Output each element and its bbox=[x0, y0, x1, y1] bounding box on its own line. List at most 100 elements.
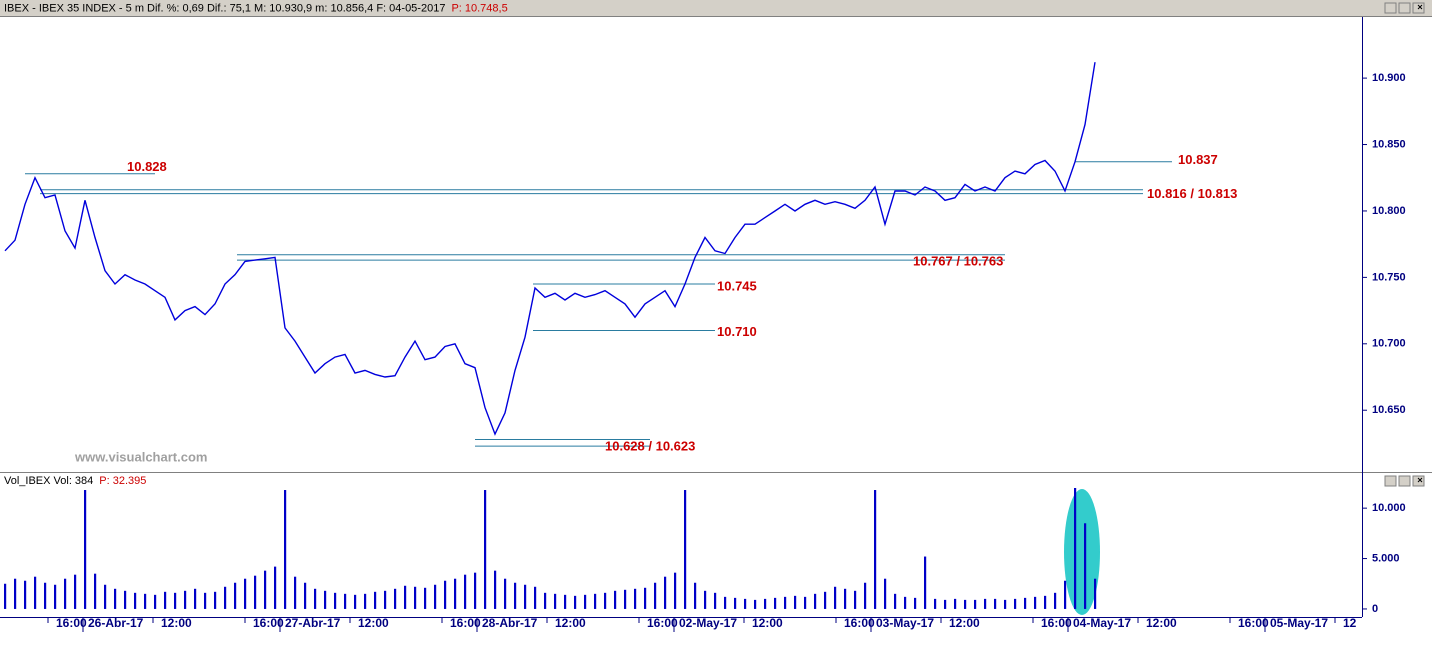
volume-bar bbox=[474, 572, 477, 609]
time-label: 03-May-17 bbox=[876, 616, 934, 630]
volume-bar bbox=[354, 594, 357, 609]
volume-bar bbox=[914, 597, 917, 609]
volume-bar bbox=[164, 591, 167, 609]
volume-bar bbox=[1094, 578, 1097, 609]
volume-bar bbox=[424, 587, 427, 609]
volume-bar bbox=[404, 585, 407, 609]
volume-bar bbox=[674, 572, 677, 609]
time-label: 16:00 bbox=[1041, 616, 1072, 630]
volume-title: Vol_IBEX Vol: 384 bbox=[4, 475, 93, 487]
volume-bar bbox=[374, 591, 377, 609]
time-label: 16:00 bbox=[253, 616, 284, 630]
y-tick-label: 10.000 bbox=[1372, 502, 1406, 514]
y-tick-label: 10.650 bbox=[1372, 404, 1406, 416]
volume-bar bbox=[294, 576, 297, 609]
minimize-button[interactable] bbox=[1384, 2, 1397, 14]
volume-bar bbox=[1004, 599, 1007, 609]
volume-bar bbox=[934, 598, 937, 609]
volume-bar bbox=[494, 570, 497, 609]
minimize-button[interactable] bbox=[1384, 475, 1397, 487]
volume-bar bbox=[774, 597, 777, 609]
volume-bar bbox=[1014, 598, 1017, 609]
volume-bar bbox=[244, 578, 247, 609]
last-price: P: 10.748,5 bbox=[451, 2, 507, 14]
volume-bar bbox=[1074, 488, 1077, 609]
close-icon bbox=[1417, 477, 1423, 483]
y-tick-label: 10.700 bbox=[1372, 338, 1406, 350]
volume-bar bbox=[834, 586, 837, 609]
volume-bar bbox=[84, 490, 87, 609]
volume-bar bbox=[1034, 596, 1037, 609]
volume-bar bbox=[944, 599, 947, 609]
time-label: 16:00 bbox=[56, 616, 87, 630]
volume-bar bbox=[344, 593, 347, 609]
volume-bar bbox=[64, 578, 67, 609]
volume-bar bbox=[174, 592, 177, 609]
time-label: 16:00 bbox=[1238, 616, 1269, 630]
time-label: 26-Abr-17 bbox=[88, 616, 144, 630]
volume-bar bbox=[364, 593, 367, 609]
volume-bar bbox=[224, 586, 227, 609]
volume-bar bbox=[574, 595, 577, 609]
volume-bar bbox=[394, 588, 397, 609]
level-label: 10.767 / 10.763 bbox=[913, 254, 1003, 269]
volume-bar bbox=[704, 590, 707, 609]
volume-bar bbox=[434, 584, 437, 609]
volume-bar bbox=[684, 490, 687, 609]
level-label: 10.628 / 10.623 bbox=[605, 439, 695, 454]
volume-bar bbox=[444, 580, 447, 609]
volume-bar bbox=[204, 592, 207, 609]
volume-bar bbox=[764, 598, 767, 609]
time-label: 12:00 bbox=[161, 616, 192, 630]
window-buttons[interactable] bbox=[1384, 2, 1425, 487]
volume-bar bbox=[784, 596, 787, 609]
maximize-button[interactable] bbox=[1398, 475, 1411, 487]
header-bar bbox=[0, 0, 1432, 16]
time-label: 05-May-17 bbox=[1270, 616, 1328, 630]
volume-bar bbox=[564, 594, 567, 609]
volume-bar bbox=[794, 595, 797, 609]
time-label: 02-May-17 bbox=[679, 616, 737, 630]
volume-bar bbox=[94, 573, 97, 609]
time-label: 28-Abr-17 bbox=[482, 616, 538, 630]
volume-bar bbox=[304, 582, 307, 609]
time-label: 16:00 bbox=[844, 616, 875, 630]
maximize-button[interactable] bbox=[1398, 2, 1411, 14]
volume-bar bbox=[724, 596, 727, 609]
level-label: 10.837 bbox=[1178, 152, 1218, 167]
volume-bar bbox=[664, 576, 667, 609]
volume-bar bbox=[454, 578, 457, 609]
watermark: www.visualchart.com bbox=[74, 449, 207, 464]
volume-bar bbox=[1084, 523, 1087, 609]
time-label: 16:00 bbox=[450, 616, 481, 630]
volume-bar bbox=[554, 593, 557, 609]
volume-header-bar bbox=[0, 473, 1432, 489]
volume-bar bbox=[144, 593, 147, 609]
volume-last: P: 32.395 bbox=[99, 475, 146, 487]
volume-bar bbox=[124, 590, 127, 609]
price-line bbox=[4, 62, 1096, 436]
volume-bar bbox=[484, 490, 487, 609]
volume-bar bbox=[284, 490, 287, 609]
volume-bar bbox=[324, 590, 327, 609]
volume-bar bbox=[4, 583, 7, 609]
volume-bar bbox=[44, 582, 47, 609]
volume-bar bbox=[744, 598, 747, 609]
volume-bar bbox=[814, 593, 817, 609]
volume-bar bbox=[994, 598, 997, 609]
volume-bar bbox=[804, 596, 807, 609]
volume-bar bbox=[544, 592, 547, 609]
volume-bar bbox=[14, 578, 17, 609]
time-label: 12:00 bbox=[555, 616, 586, 630]
volume-bar bbox=[884, 578, 887, 609]
volume-bar bbox=[754, 599, 757, 609]
volume-bar bbox=[74, 574, 77, 609]
volume-bar bbox=[34, 576, 37, 609]
time-label: 12:00 bbox=[949, 616, 980, 630]
volume-bar bbox=[274, 566, 277, 609]
volume-bar bbox=[954, 598, 957, 609]
volume-bar bbox=[894, 593, 897, 609]
volume-bar bbox=[1054, 592, 1057, 609]
volume-bar bbox=[974, 599, 977, 609]
